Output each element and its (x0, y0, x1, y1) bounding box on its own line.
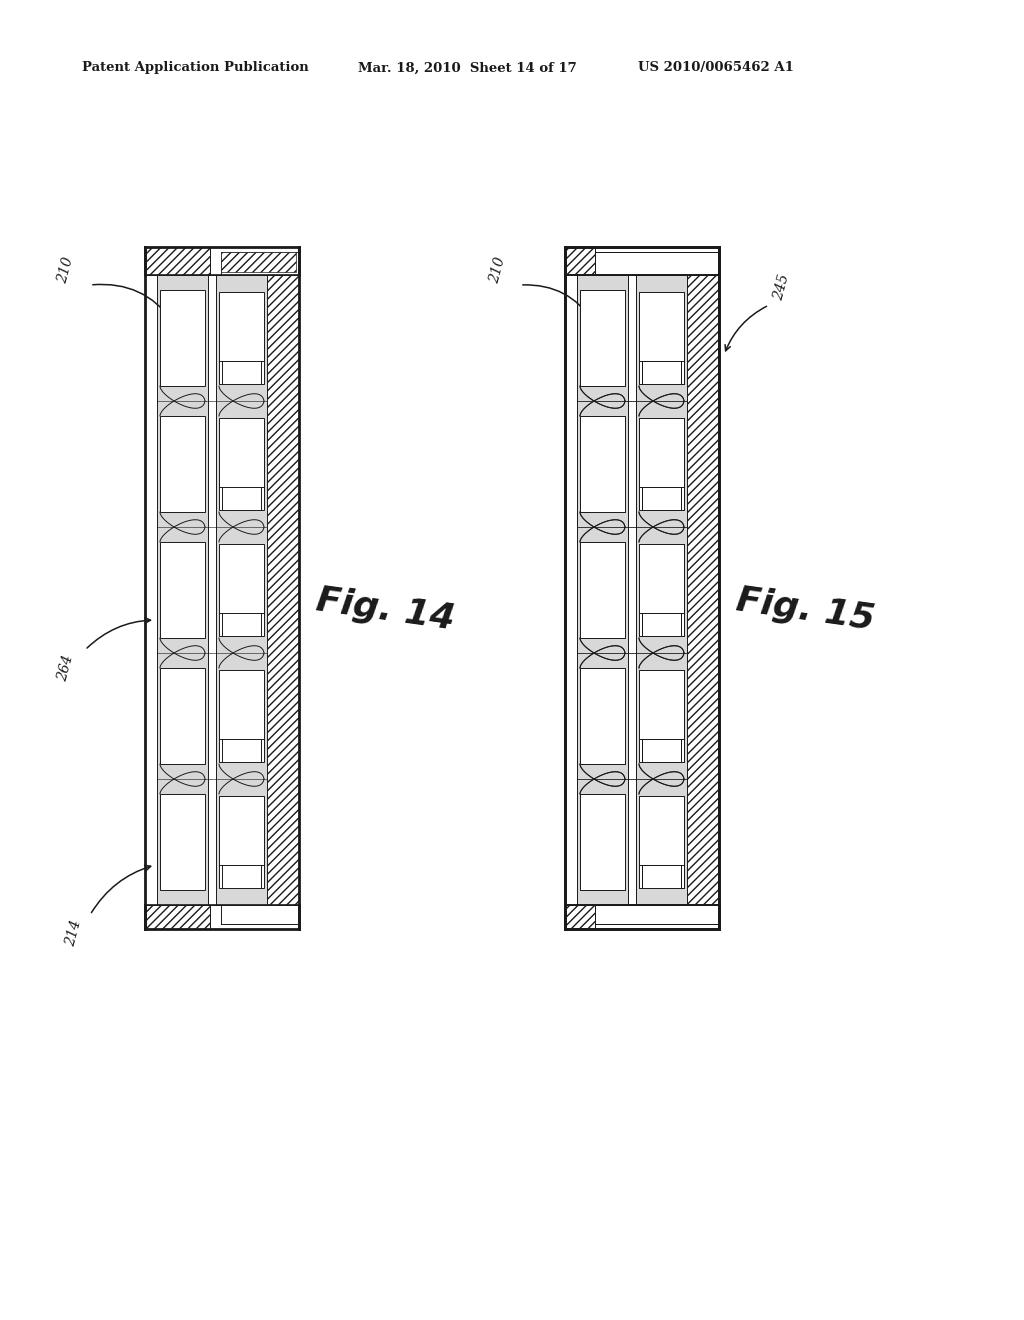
Polygon shape (595, 247, 719, 275)
Polygon shape (565, 247, 595, 275)
Polygon shape (639, 292, 684, 384)
Polygon shape (160, 416, 205, 512)
Polygon shape (595, 247, 719, 275)
Polygon shape (580, 668, 625, 764)
Polygon shape (565, 247, 595, 275)
Polygon shape (580, 290, 625, 385)
Polygon shape (565, 275, 577, 906)
Polygon shape (577, 275, 687, 906)
Polygon shape (639, 671, 684, 762)
Polygon shape (628, 275, 636, 906)
Polygon shape (580, 416, 625, 512)
Polygon shape (580, 795, 625, 890)
Polygon shape (221, 252, 296, 272)
Polygon shape (639, 544, 684, 636)
Polygon shape (210, 906, 299, 929)
Text: US 2010/0065462 A1: US 2010/0065462 A1 (638, 62, 794, 74)
Polygon shape (639, 796, 684, 888)
Polygon shape (639, 418, 684, 510)
Polygon shape (160, 543, 205, 638)
Polygon shape (160, 668, 205, 764)
Polygon shape (145, 275, 157, 906)
Polygon shape (219, 544, 264, 636)
Polygon shape (219, 796, 264, 888)
Polygon shape (639, 544, 684, 636)
Text: Patent Application Publication: Patent Application Publication (82, 62, 309, 74)
Polygon shape (145, 906, 210, 929)
Text: Mar. 18, 2010  Sheet 14 of 17: Mar. 18, 2010 Sheet 14 of 17 (358, 62, 577, 74)
Polygon shape (595, 906, 719, 929)
Text: 214: 214 (63, 919, 83, 948)
Polygon shape (267, 275, 299, 906)
Polygon shape (639, 292, 684, 384)
Polygon shape (639, 671, 684, 762)
Polygon shape (580, 543, 625, 638)
Polygon shape (580, 290, 625, 385)
Polygon shape (160, 795, 205, 890)
Polygon shape (628, 275, 636, 906)
Polygon shape (565, 906, 595, 929)
Text: 210: 210 (487, 255, 508, 285)
Polygon shape (565, 275, 577, 906)
Text: 264: 264 (55, 653, 76, 682)
Polygon shape (639, 418, 684, 510)
Text: 245: 245 (771, 272, 792, 302)
Polygon shape (145, 247, 210, 275)
Text: 210: 210 (55, 255, 76, 285)
Polygon shape (219, 671, 264, 762)
Polygon shape (580, 543, 625, 638)
Text: Fig. 15: Fig. 15 (734, 583, 877, 636)
Polygon shape (687, 275, 719, 906)
Polygon shape (580, 795, 625, 890)
Polygon shape (208, 275, 216, 906)
Polygon shape (160, 290, 205, 385)
Polygon shape (687, 275, 719, 906)
Polygon shape (219, 418, 264, 510)
Polygon shape (577, 275, 687, 906)
Polygon shape (639, 796, 684, 888)
Polygon shape (565, 906, 595, 929)
Polygon shape (595, 906, 719, 929)
Polygon shape (580, 416, 625, 512)
Polygon shape (210, 247, 299, 275)
Polygon shape (157, 275, 267, 906)
Text: Fig. 14: Fig. 14 (314, 583, 457, 636)
Polygon shape (580, 668, 625, 764)
Polygon shape (219, 292, 264, 384)
